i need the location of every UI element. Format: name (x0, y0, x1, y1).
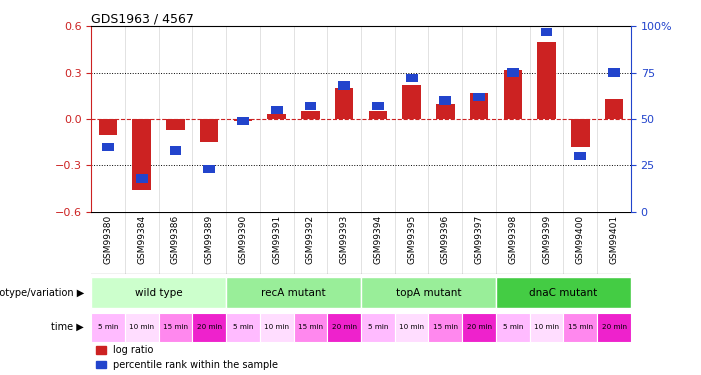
Text: 20 min: 20 min (197, 324, 222, 330)
Text: GSM99396: GSM99396 (441, 215, 450, 264)
Text: wild type: wild type (135, 288, 182, 297)
Bar (473, 93, 485, 101)
Text: GSM99395: GSM99395 (407, 215, 416, 264)
Bar (260, 313, 294, 342)
Text: GSM99393: GSM99393 (340, 215, 348, 264)
Text: 15 min: 15 min (568, 324, 593, 330)
Bar (571, 119, 590, 147)
Bar (503, 70, 522, 119)
Text: 20 min: 20 min (332, 324, 357, 330)
Text: 10 min: 10 min (129, 324, 154, 330)
Bar (125, 313, 158, 342)
Bar (361, 313, 395, 342)
Text: GSM99390: GSM99390 (238, 215, 247, 264)
Bar (608, 68, 620, 77)
Text: 15 min: 15 min (163, 324, 188, 330)
Text: 10 min: 10 min (399, 324, 424, 330)
Bar (136, 174, 148, 183)
Bar (406, 74, 418, 82)
Text: GSM99401: GSM99401 (610, 215, 618, 264)
Bar (327, 313, 361, 342)
Text: 15 min: 15 min (298, 324, 323, 330)
Text: GSM99389: GSM99389 (205, 215, 214, 264)
Bar (402, 85, 421, 119)
Text: topA mutant: topA mutant (396, 288, 461, 297)
Text: 10 min: 10 min (264, 324, 290, 330)
Bar (369, 111, 387, 119)
Text: genotype/variation ▶: genotype/variation ▶ (0, 288, 84, 297)
Bar (496, 278, 631, 308)
Bar (470, 93, 489, 119)
Bar (564, 313, 597, 342)
Text: 20 min: 20 min (467, 324, 491, 330)
Bar (339, 81, 350, 90)
Bar (132, 119, 151, 190)
Bar (294, 313, 327, 342)
Text: dnaC mutant: dnaC mutant (529, 288, 597, 297)
Bar (436, 104, 455, 119)
Bar (203, 165, 215, 173)
Text: GSM99397: GSM99397 (475, 215, 484, 264)
Bar (192, 313, 226, 342)
Bar (99, 119, 117, 135)
Bar (496, 313, 530, 342)
Bar (335, 88, 353, 119)
Bar (102, 142, 114, 151)
Bar (91, 313, 125, 342)
Text: GSM99386: GSM99386 (171, 215, 180, 264)
Bar (233, 119, 252, 121)
Text: GSM99392: GSM99392 (306, 215, 315, 264)
Bar (166, 119, 185, 130)
Bar (574, 152, 586, 160)
Text: 15 min: 15 min (433, 324, 458, 330)
Text: GDS1963 / 4567: GDS1963 / 4567 (91, 12, 194, 25)
Bar (428, 313, 462, 342)
Text: GSM99380: GSM99380 (104, 215, 112, 264)
Bar (361, 278, 496, 308)
Text: 5 min: 5 min (368, 324, 388, 330)
Bar (170, 146, 182, 155)
Text: 10 min: 10 min (534, 324, 559, 330)
Text: GSM99400: GSM99400 (576, 215, 585, 264)
Text: 5 min: 5 min (503, 324, 523, 330)
Bar (540, 28, 552, 36)
Bar (267, 114, 286, 119)
Bar (304, 102, 316, 110)
Text: recA mutant: recA mutant (261, 288, 326, 297)
Text: GSM99391: GSM99391 (272, 215, 281, 264)
Bar (372, 102, 383, 110)
Text: time ▶: time ▶ (51, 322, 84, 332)
Bar (226, 313, 260, 342)
Bar (237, 117, 249, 125)
Text: GSM99399: GSM99399 (542, 215, 551, 264)
Bar (507, 68, 519, 77)
Bar (440, 96, 451, 105)
Bar (530, 313, 564, 342)
Text: 5 min: 5 min (98, 324, 118, 330)
Bar (226, 278, 361, 308)
Text: GSM99384: GSM99384 (137, 215, 147, 264)
Text: 5 min: 5 min (233, 324, 253, 330)
Bar (158, 313, 192, 342)
Legend: log ratio, percentile rank within the sample: log ratio, percentile rank within the sa… (96, 345, 278, 370)
Text: GSM99398: GSM99398 (508, 215, 517, 264)
Bar (301, 111, 320, 119)
Bar (271, 105, 283, 114)
Bar (597, 313, 631, 342)
Bar (395, 313, 428, 342)
Bar (605, 99, 623, 119)
Bar (462, 313, 496, 342)
Bar (537, 42, 556, 119)
Text: GSM99394: GSM99394 (374, 215, 382, 264)
Text: 20 min: 20 min (601, 324, 627, 330)
Bar (91, 278, 226, 308)
Bar (200, 119, 219, 142)
